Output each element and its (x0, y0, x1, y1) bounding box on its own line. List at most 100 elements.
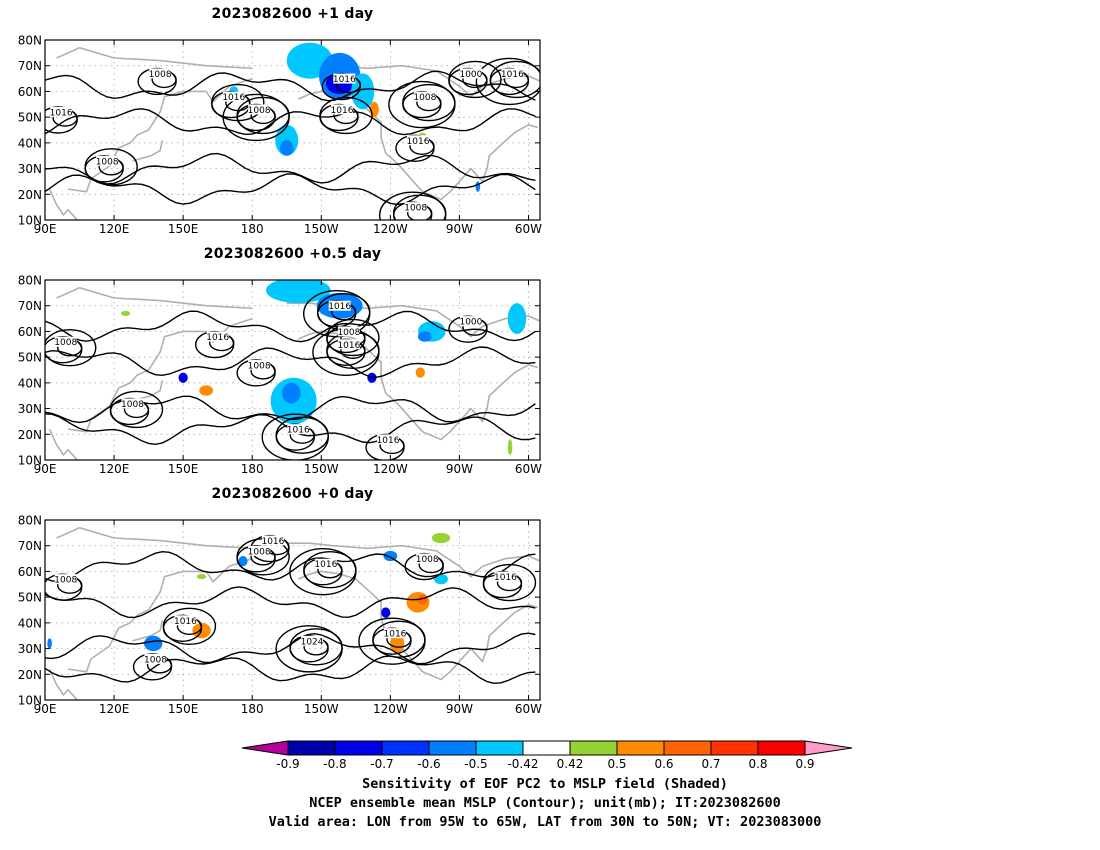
sensitivity-shading (475, 181, 481, 192)
sensitivity-shading (417, 331, 432, 342)
lon-tick-label: 150E (168, 462, 199, 476)
lat-tick-label: 70N (18, 59, 42, 73)
contour-line (45, 152, 536, 185)
colorbar-segment (287, 740, 336, 756)
colorbar-label: -0.6 (417, 757, 440, 771)
sensitivity-shading (417, 594, 428, 605)
sensitivity-shading (120, 310, 131, 316)
sensitivity-shading (196, 574, 207, 580)
contour-label: 1016 (384, 630, 407, 640)
sensitivity-shading (381, 607, 391, 618)
lat-tick-label: 10N (18, 454, 42, 468)
colorbar-segment (663, 740, 712, 756)
lon-tick-label: 150E (168, 702, 199, 716)
contour-label: 1008 (248, 547, 271, 557)
lat-tick-label: 40N (18, 616, 42, 630)
colorbar-segment (710, 740, 759, 756)
contour-line (45, 655, 536, 685)
lon-tick-label: 60W (515, 462, 542, 476)
lat-tick-label: 70N (18, 299, 42, 313)
sensitivity-shading (282, 382, 301, 404)
contour-line (45, 346, 536, 379)
colorbar-label: 0.5 (607, 757, 626, 771)
contour-label: 1008 (54, 576, 77, 586)
lat-tick-label: 80N (18, 34, 42, 48)
lat-tick-label: 50N (18, 351, 42, 365)
contour-label: 1008 (248, 106, 271, 116)
lon-tick-label: 120E (99, 462, 130, 476)
lon-tick-label: 60W (515, 702, 542, 716)
lon-tick-label: 90W (446, 222, 473, 236)
sensitivity-shading (507, 303, 527, 334)
lon-tick-label: 90W (446, 702, 473, 716)
lon-tick-label: 150W (304, 702, 339, 716)
sensitivity-shading (390, 633, 405, 654)
sensitivity-shading (351, 73, 375, 110)
lat-tick-label: 60N (18, 565, 42, 579)
lat-tick-label: 30N (18, 402, 42, 416)
colorbar-segment (475, 740, 524, 756)
contour-line (261, 413, 329, 460)
contour-line (482, 563, 537, 602)
lat-tick-label: 30N (18, 162, 42, 176)
contour-label: 1016 (377, 436, 400, 446)
lon-tick-label: 120W (373, 462, 408, 476)
lon-tick-label: 120W (373, 702, 408, 716)
contour-label: 1016 (407, 137, 430, 147)
lat-tick-label: 80N (18, 274, 42, 288)
contour-label: 1008 (413, 93, 436, 103)
contour-line (321, 72, 362, 101)
contour-label: 1016 (287, 426, 310, 436)
map-panel-2: 1016100810161008100810161000100810161016… (18, 274, 542, 477)
contour-line (45, 310, 536, 343)
lon-tick-label: 90E (34, 702, 57, 716)
lat-tick-label: 40N (18, 376, 42, 390)
lon-tick-label: 90E (34, 462, 57, 476)
contour-line (109, 390, 164, 429)
contour-label: 1008 (416, 555, 439, 565)
caption-line-2: NCEP ensemble mean MSLP (Contour); unit(… (309, 795, 781, 811)
contour-line (45, 632, 536, 665)
caption-line-1: Sensitivity of EOF PC2 to MSLP field (Sh… (362, 776, 728, 792)
colorbar-label: -0.8 (323, 757, 346, 771)
lat-tick-label: 10N (18, 214, 42, 228)
contour-line (448, 315, 488, 343)
mslp-contours (45, 57, 540, 220)
contour-label: 1016 (501, 70, 524, 80)
sensitivity-shading (507, 439, 513, 455)
contour-label: 1008 (96, 157, 119, 167)
contour-line (378, 191, 447, 220)
contour-label: 1000 (459, 70, 482, 80)
contour-line (45, 586, 536, 619)
lat-tick-label: 10N (18, 694, 42, 708)
colorbar-segment (334, 740, 383, 756)
contour-line (489, 60, 540, 99)
colorbar-segment (569, 740, 618, 756)
colorbar-segment (757, 740, 806, 756)
contour-label: 1016 (206, 333, 229, 343)
sensitivity-shading (431, 532, 451, 544)
contour-line (162, 607, 217, 645)
lon-tick-label: 120W (373, 222, 408, 236)
lon-tick-label: 60W (515, 222, 542, 236)
contour-label: 1024 (301, 637, 324, 647)
sensitivity-shading (415, 367, 425, 378)
lat-tick-label: 50N (18, 111, 42, 125)
contour-line (475, 57, 540, 106)
sensitivity-shading (47, 638, 52, 649)
lon-tick-label: 150E (168, 222, 199, 236)
colorbar-low-arrow (241, 740, 289, 756)
contour-line (326, 318, 380, 357)
lat-tick-label: 20N (18, 668, 42, 682)
contour-line (84, 148, 138, 186)
contour-label: 1000 (459, 318, 482, 328)
contour-label: 1008 (54, 338, 77, 348)
contour-label: 1016 (331, 106, 354, 116)
colorbar-high-arrow (804, 740, 853, 756)
lon-tick-label: 180 (241, 222, 264, 236)
contour-line (45, 70, 536, 102)
sensitivity-shading (144, 635, 163, 652)
sensitivity-shading (367, 372, 377, 383)
